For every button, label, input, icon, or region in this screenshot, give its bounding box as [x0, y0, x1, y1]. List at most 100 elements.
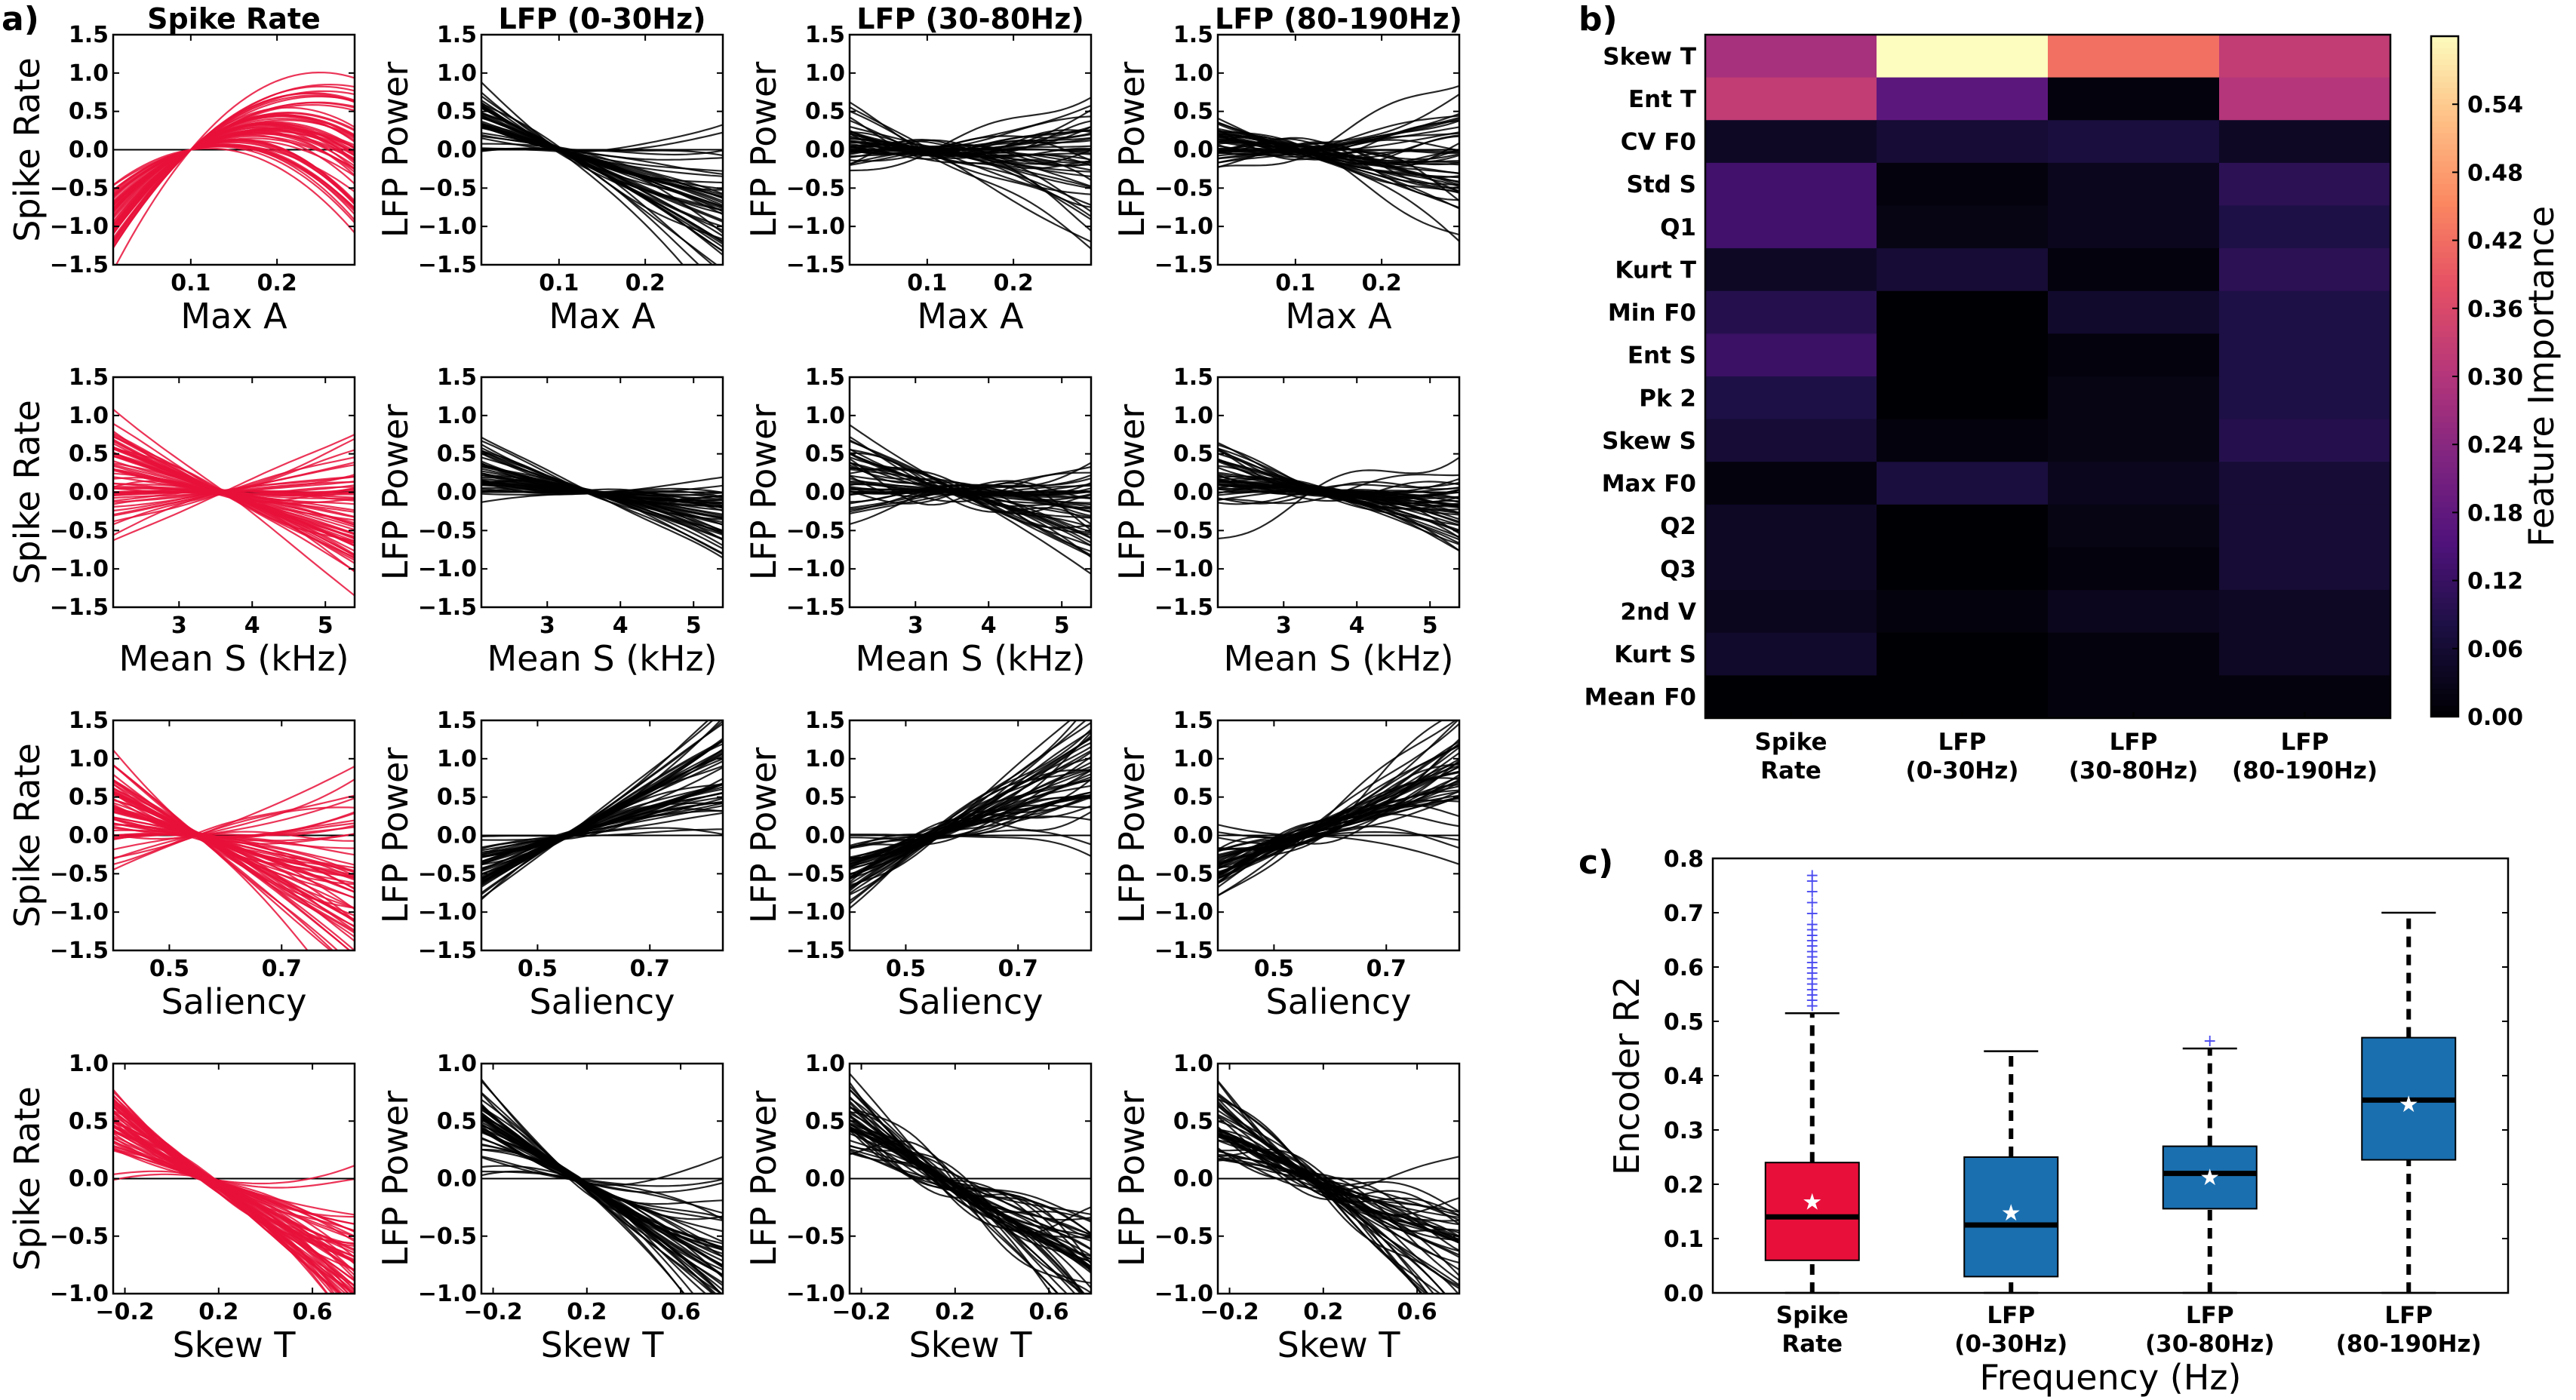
colorbar-segment	[2431, 280, 2458, 287]
mean-marker: ★	[2399, 1091, 2419, 1118]
colorbar-segment	[2431, 422, 2458, 428]
y-tick-label: −1.0	[1154, 556, 1213, 582]
heatmap-cell	[1705, 77, 1877, 121]
tuning-curve	[850, 1096, 1068, 1294]
feature-importance-heatmap: Skew T Ent T CV F0 Std S Q1 Kurt T Min F0 Ent S…	[1585, 33, 2562, 784]
tuning-curve	[1218, 117, 1459, 242]
box-group: ★ + LFP(30-80Hz)	[2145, 1032, 2274, 1358]
curves	[850, 97, 1091, 250]
colorbar-segment	[2431, 246, 2458, 253]
y-tick-label: 0.0	[1173, 1166, 1213, 1193]
tuning-curve	[113, 489, 355, 495]
heatmap-frame	[1704, 33, 2392, 720]
heatmap-cell	[1705, 675, 1877, 719]
y-tick-label: 0.5	[1173, 441, 1213, 468]
heatmap-row-label: Max F0	[1602, 471, 1696, 498]
y-tick-label: −0.5	[418, 1223, 477, 1250]
x-axis-label: Saliency	[898, 981, 1044, 1022]
tuning-curve	[481, 124, 723, 198]
heatmap-cell	[2048, 35, 2220, 78]
tuning-curve	[113, 807, 355, 893]
x-tick-label: 0.7	[1366, 956, 1406, 982]
tuning-curve	[113, 778, 355, 860]
x-tick-label: 0.1	[539, 270, 579, 296]
tuning-curve	[113, 1136, 355, 1258]
y-tick-label: 0.5	[69, 784, 109, 811]
colorbar-segment	[2431, 348, 2458, 355]
y-axis-label: LFP Power	[1111, 1091, 1152, 1267]
tuning-curve	[113, 147, 355, 234]
tuning-curve	[481, 81, 684, 265]
category-label: LFP	[1987, 1302, 2035, 1329]
tuning-curve	[481, 117, 723, 208]
colorbar-segment	[2431, 490, 2458, 496]
colorbar-segment	[2431, 546, 2458, 553]
heatmap-cell	[1705, 419, 1877, 462]
x-axis-label: Skew T	[173, 1325, 297, 1365]
colorbar-segment	[2431, 269, 2458, 275]
panel-letter-a: a)	[2, 0, 39, 38]
tuning-curve	[113, 434, 355, 542]
y-tick-label: 1.0	[69, 1051, 109, 1077]
tuning-curve	[1218, 115, 1459, 164]
heatmap-row-label: Q1	[1660, 214, 1696, 241]
tuning-curve	[113, 446, 355, 542]
heatmap-cell	[2219, 162, 2391, 206]
outlier-marker: +	[2203, 1032, 2217, 1051]
curves	[850, 424, 1091, 575]
colorbar-segment	[2431, 262, 2458, 269]
colorbar-segment	[2431, 665, 2458, 672]
y-axis-label: LFP Power	[743, 404, 784, 581]
tuning-curve	[850, 776, 1091, 880]
x-tick-label: 4	[1349, 612, 1365, 639]
colorbar-segment	[2431, 75, 2458, 82]
tuning-curve	[481, 1112, 722, 1294]
y-tick-label: 0.0	[69, 480, 109, 506]
heatmap-cell	[2219, 333, 2391, 377]
heatmap-col-label: (30-80Hz)	[2069, 757, 2198, 784]
x-tick-label: 0.1	[171, 270, 211, 296]
colorbar-segment	[2431, 382, 2458, 388]
y-tick-label: 1.0	[1173, 403, 1213, 429]
colorbar-segment	[2431, 552, 2458, 559]
tuning-curve	[1218, 130, 1459, 174]
x-tick-label: 0.2	[198, 1299, 238, 1325]
y-tick-label: −1.0	[418, 213, 477, 240]
colorbar-segment	[2431, 138, 2458, 145]
x-tick-label: −0.2	[95, 1299, 154, 1325]
curves	[850, 1073, 1091, 1294]
y-tick-label: −0.5	[50, 175, 109, 201]
heatmap-cell	[1877, 77, 2049, 121]
colorbar-segment	[2431, 467, 2458, 474]
heatmap-cell	[1877, 547, 2049, 591]
y-tick-label: 0.5	[1173, 1108, 1213, 1134]
heatmap-cell	[1705, 504, 1877, 548]
colorbar-segment	[2431, 461, 2458, 468]
y-axis-label: LFP Power	[1111, 62, 1152, 238]
y-tick-label: −1.0	[50, 556, 109, 582]
tuning-curve	[850, 1125, 1091, 1260]
x-axis-label: Saliency	[530, 981, 675, 1022]
tuning-curve	[1218, 84, 1459, 168]
colorbar-segment	[2431, 586, 2458, 593]
tuning-curve	[1218, 136, 1459, 163]
colorbar-segment	[2431, 223, 2458, 230]
category-label: (30-80Hz)	[2145, 1331, 2274, 1358]
tuning-curve	[481, 827, 723, 841]
tuning-curve	[850, 815, 1091, 858]
y-tick-label: 0.0	[69, 137, 109, 164]
tuning-curve	[850, 115, 1091, 165]
tuning-curve	[1218, 763, 1459, 867]
curves	[113, 749, 355, 950]
tuning-curve	[850, 1106, 1091, 1294]
y-axis-label: Spike Rate	[7, 400, 48, 585]
mean-marker: ★	[2199, 1165, 2220, 1191]
tuning-curve	[850, 729, 1091, 896]
tuning-curve	[481, 450, 723, 536]
tuning-curve	[1218, 824, 1459, 865]
colorbar-segment	[2431, 603, 2458, 609]
tuning-curve	[1218, 120, 1459, 156]
